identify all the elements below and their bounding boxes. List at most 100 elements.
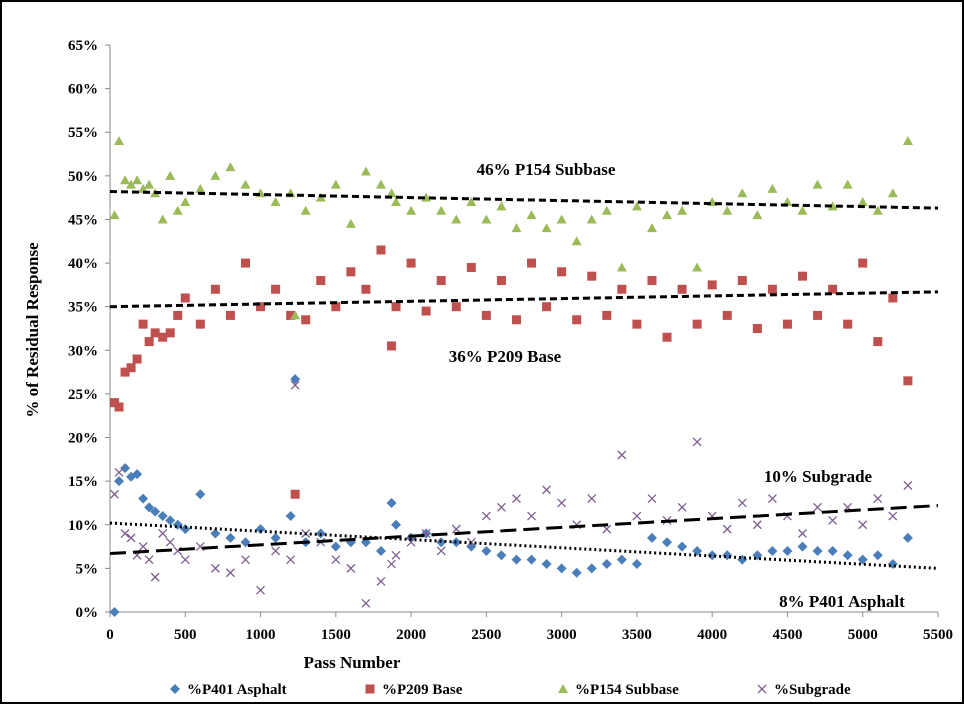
data-point — [126, 533, 136, 543]
data-point — [902, 135, 913, 145]
data-point — [165, 537, 175, 547]
data-point — [376, 577, 386, 586]
data-point — [270, 532, 281, 543]
x-tick-label: 2000 — [396, 627, 426, 643]
x-tick-label: 3500 — [622, 627, 652, 643]
legend-marker — [170, 684, 180, 694]
data-point — [527, 511, 536, 521]
data-point — [286, 310, 296, 320]
data-point — [138, 493, 149, 504]
data-point — [587, 271, 597, 281]
data-point — [126, 363, 136, 373]
y-tick-label: 15% — [68, 474, 98, 490]
data-point — [120, 463, 131, 474]
data-point — [842, 179, 853, 189]
data-point — [827, 201, 838, 211]
data-point — [138, 183, 149, 193]
x-tick-label: 500 — [174, 627, 197, 643]
data-point — [361, 598, 371, 608]
data-point — [631, 559, 642, 570]
series — [110, 245, 913, 499]
data-point — [180, 293, 190, 303]
data-point — [692, 262, 703, 272]
data-point — [290, 489, 300, 499]
data-point — [798, 271, 808, 281]
data-point — [240, 258, 250, 268]
data-point — [120, 367, 130, 377]
data-point — [662, 332, 672, 342]
data-point — [587, 494, 597, 504]
data-point — [387, 559, 396, 569]
data-point — [557, 498, 567, 508]
data-point — [496, 276, 506, 286]
data-point — [376, 245, 386, 255]
data-point — [496, 502, 506, 512]
data-point — [157, 214, 168, 224]
data-point — [542, 485, 552, 495]
data-point — [571, 567, 582, 578]
data-point — [737, 276, 747, 286]
data-point — [466, 197, 477, 207]
data-point — [677, 502, 687, 512]
data-point — [210, 528, 221, 539]
data-point — [541, 223, 552, 233]
data-point — [391, 302, 401, 312]
data-point — [436, 205, 447, 215]
y-tick-label: 25% — [68, 387, 98, 403]
data-point — [150, 506, 161, 517]
data-point — [556, 214, 567, 224]
data-point — [857, 197, 868, 207]
data-point — [451, 302, 461, 312]
data-point — [586, 563, 597, 574]
trendline — [109, 521, 939, 570]
data-point — [406, 258, 416, 268]
data-point — [481, 511, 491, 521]
data-point — [138, 319, 148, 329]
data-point — [158, 332, 168, 342]
data-point — [240, 179, 251, 189]
data-point — [225, 532, 236, 543]
data-point — [752, 520, 762, 530]
trendline — [109, 190, 939, 210]
data-point — [872, 205, 883, 215]
data-point — [375, 545, 386, 556]
data-point — [617, 450, 627, 460]
data-point — [722, 524, 732, 534]
data-point — [752, 210, 763, 220]
data-point — [707, 550, 718, 561]
data-point — [662, 537, 673, 548]
data-point — [290, 310, 301, 320]
data-point — [692, 437, 702, 447]
trendline — [109, 290, 939, 309]
data-point — [617, 284, 627, 294]
data-point — [812, 545, 823, 556]
data-point — [225, 568, 235, 578]
data-point — [210, 284, 220, 294]
data-point — [481, 545, 492, 556]
data-point — [144, 179, 155, 189]
data-point — [858, 258, 868, 268]
legend-marker — [757, 684, 767, 694]
data-point — [271, 284, 281, 294]
legend-label: %P401 Asphalt — [187, 682, 287, 698]
data-point — [602, 310, 612, 320]
y-tick-label: 65% — [68, 38, 98, 54]
data-point — [300, 205, 311, 215]
data-point — [496, 550, 507, 561]
x-tick-label: 1000 — [246, 627, 276, 643]
data-point — [451, 214, 462, 224]
data-point — [210, 563, 220, 573]
data-point — [767, 284, 777, 294]
x-axis-label: Pass Number — [304, 653, 401, 672]
data-point — [842, 550, 853, 561]
data-point — [722, 310, 732, 320]
data-point — [150, 328, 160, 338]
data-point — [722, 205, 733, 215]
y-tick-label: 30% — [68, 343, 98, 359]
data-point — [542, 302, 552, 312]
data-point — [406, 205, 417, 215]
data-point — [436, 276, 446, 286]
data-point — [225, 310, 235, 320]
data-point — [270, 197, 281, 207]
